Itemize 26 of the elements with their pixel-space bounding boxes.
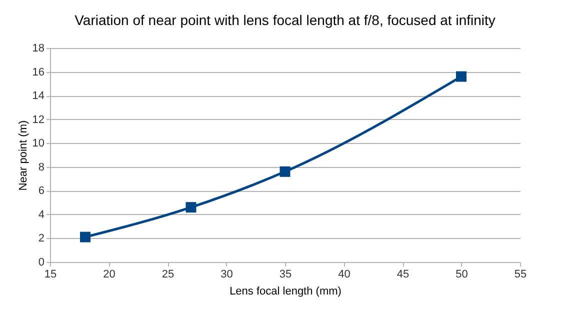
y-tick-label: 16	[32, 66, 44, 78]
x-tick-label: 15	[44, 268, 57, 280]
y-tick-label: 14	[32, 90, 44, 102]
point	[80, 232, 90, 242]
x-axis-title: Lens focal length (mm)	[230, 286, 342, 298]
y-tick-label: 2	[38, 232, 44, 245]
y-tick-label: 18	[32, 42, 44, 54]
y-tick-label: 6	[38, 185, 44, 198]
x-tick-label: 35	[279, 268, 292, 280]
y-tick-label: 8	[38, 161, 44, 174]
y-tick-label: 0	[38, 256, 44, 268]
x-tick-label: 55	[514, 268, 527, 280]
x-tick-label: 20	[103, 268, 116, 280]
x-tick-label: 45	[396, 268, 410, 280]
x-tick-label: 40	[338, 268, 350, 280]
point	[280, 166, 290, 177]
chart-title: Variation of near point with lens focal length at f/8, focused at infinity	[74, 12, 496, 28]
point	[186, 202, 196, 213]
x-tick-label: 25	[162, 268, 174, 280]
x-tick-label: 30	[220, 268, 233, 280]
y-tick-label: 12	[32, 114, 44, 126]
y-tick-label: 10	[32, 138, 44, 150]
y-axis-title: Near point (m)	[17, 120, 30, 191]
x-tick-label: 50	[456, 268, 468, 280]
point	[456, 71, 466, 82]
y-tick-label: 4	[38, 208, 44, 221]
